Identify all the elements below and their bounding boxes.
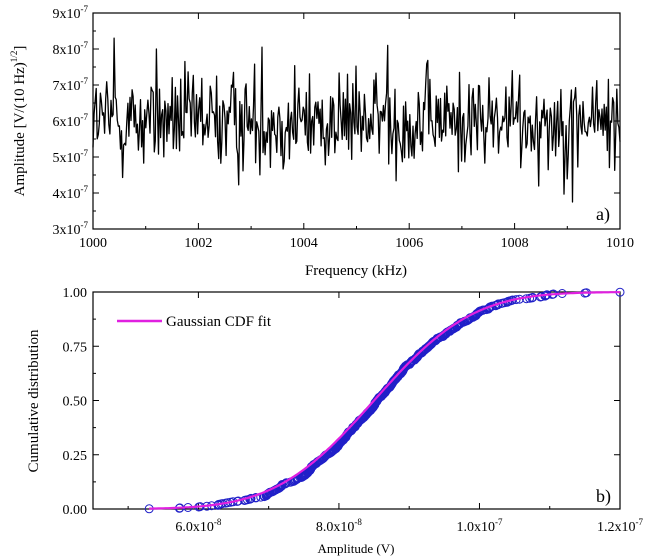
panel-a-y-tick-label: 7x10-7 bbox=[53, 76, 89, 94]
panel-a-x-tick-label: 1008 bbox=[501, 236, 529, 251]
panel-b-x-tick-labels: 6.0x10-8 8.0x10-8 1.0x10-7 1.2x10-7 bbox=[175, 517, 643, 535]
panel-a-y-tick-label: 4x10-7 bbox=[53, 184, 89, 202]
panel-a-y-tick-label: 9x10-7 bbox=[53, 4, 89, 22]
panel-b-x-tick-label: 8.0x10-8 bbox=[316, 517, 362, 535]
panel-b-chart: 0.00 0.25 0.50 0.75 1.00 6.0x10-8 8.0x10-8 1.0… bbox=[26, 286, 643, 556]
panel-a-x-tick-label: 1010 bbox=[606, 236, 634, 251]
panel-a-y-tick-labels: 3x10-7 4x10-7 5x10-7 6x10-7 7x10-7 8x10-7 9x10… bbox=[53, 4, 89, 238]
panel-b-x-tick-label: 1.0x10-7 bbox=[456, 517, 502, 535]
panel-a-x-tick-label: 1002 bbox=[184, 236, 212, 251]
panel-b-y-tick-label: 0.25 bbox=[63, 449, 88, 464]
panel-b-y-axis-label: Cumulative distribution bbox=[26, 329, 42, 472]
panel-a-x-tick-label: 1006 bbox=[395, 236, 423, 251]
panel-a-y-tick-label: 6x10-7 bbox=[53, 112, 89, 130]
panel-b-legend: Gaussian CDF fit bbox=[117, 314, 272, 330]
panel-a-chart: 3x10-7 4x10-7 5x10-7 6x10-7 7x10-7 8x10-7 9x10… bbox=[9, 4, 634, 279]
legend-label-gaussian-fit: Gaussian CDF fit bbox=[166, 314, 272, 330]
panel-b-y-tick-label: 0.50 bbox=[63, 395, 88, 410]
panel-a-y-axis-label-main: Amplitude [V/(10 Hz) bbox=[12, 62, 28, 196]
panel-a-y-tick-label: 8x10-7 bbox=[53, 40, 89, 58]
panel-b-x-axis-label: Amplitude (V) bbox=[318, 541, 395, 556]
panel-b-y-tick-labels: 0.00 0.25 0.50 0.75 1.00 bbox=[63, 286, 88, 518]
panel-a-x-tick-label: 1004 bbox=[290, 236, 318, 251]
panel-a-ticks bbox=[92, 12, 621, 230]
panel-a-y-axis-label-exponent: 1/2 bbox=[9, 51, 19, 63]
panel-a-x-tick-label: 1000 bbox=[79, 236, 107, 251]
panel-b-tag: b) bbox=[596, 486, 611, 507]
panel-b-x-tick-label: 6.0x10-8 bbox=[175, 517, 221, 535]
panel-a-y-tick-label: 3x10-7 bbox=[53, 220, 89, 238]
panel-a-tag: a) bbox=[596, 204, 610, 225]
panel-a-y-tick-label: 5x10-7 bbox=[53, 148, 89, 166]
panel-a-y-axis-label-suffix: ] bbox=[12, 46, 28, 51]
panel-b-x-tick-label: 1.2x10-7 bbox=[597, 517, 643, 535]
panel-b-y-tick-label: 1.00 bbox=[63, 286, 88, 301]
panel-b-y-tick-label: 0.75 bbox=[63, 340, 88, 355]
panel-a-x-tick-labels: 1000 1002 1004 1006 1008 1010 bbox=[79, 236, 634, 251]
panel-a-noise-spectrum-line bbox=[92, 37, 621, 203]
panel-b-gaussian-cdf-fit-line bbox=[149, 291, 620, 510]
panel-b-y-tick-label: 0.00 bbox=[63, 503, 88, 518]
panel-a-y-axis-label: Amplitude [V/(10 Hz)1/2] bbox=[9, 46, 28, 197]
panel-a-x-axis-label: Frequency (kHz) bbox=[305, 263, 407, 279]
